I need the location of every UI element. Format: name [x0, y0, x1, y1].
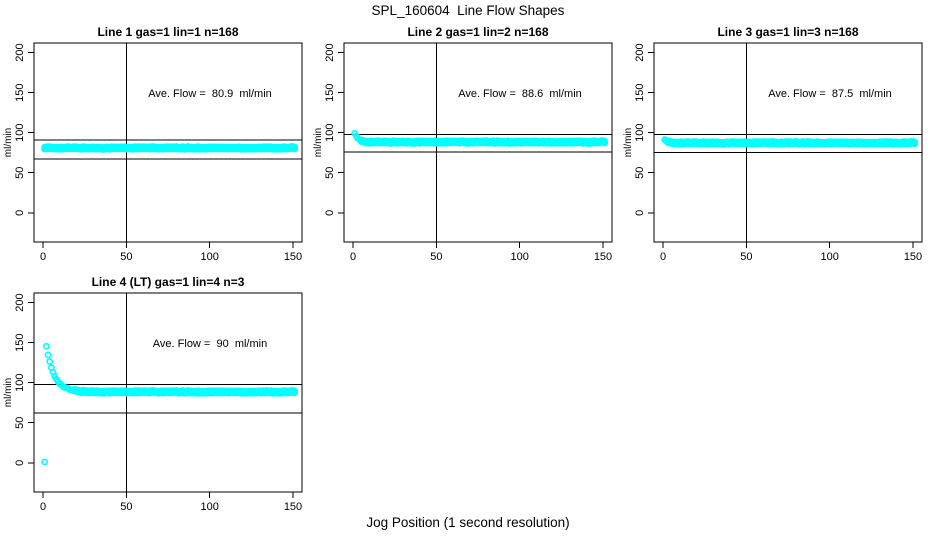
data-point — [46, 358, 54, 366]
y-axis-unit-label: ml/min — [3, 378, 14, 407]
y-tick-label: 50 — [14, 417, 26, 429]
x-tick-label: 0 — [40, 251, 46, 263]
panel-1-annotation: Ave. Flow = 80.9 ml/min — [148, 88, 272, 100]
x-tick-label: 50 — [430, 251, 442, 263]
y-axis-unit-label: ml/min — [313, 128, 324, 157]
x-tick-label: 50 — [120, 501, 132, 513]
panel-4-title: Line 4 (LT) gas=1 lin=4 n=3 — [91, 275, 245, 289]
y-tick-label: 150 — [324, 83, 336, 101]
data-points — [661, 136, 919, 148]
x-tick-label: 100 — [510, 251, 528, 263]
plot-box — [33, 292, 303, 493]
data-points — [351, 129, 609, 147]
data-point — [291, 143, 299, 151]
y-tick-label: 100 — [634, 124, 646, 142]
y-tick-label: 100 — [324, 124, 336, 142]
plot-box — [33, 42, 303, 243]
panel-2-annotation: Ave. Flow = 88.6 ml/min — [458, 88, 582, 100]
y-tick-label: 200 — [324, 43, 336, 61]
y-tick-label: 200 — [14, 43, 26, 61]
data-point — [291, 387, 299, 395]
x-tick-label: 100 — [200, 501, 218, 513]
data-point — [601, 137, 609, 145]
x-tick-label: 0 — [350, 251, 356, 263]
x-tick-label: 0 — [40, 501, 46, 513]
y-axis-unit-label: ml/min — [3, 128, 14, 157]
x-tick-label: 150 — [904, 251, 922, 263]
panel-3-annotation: Ave. Flow = 87.5 ml/min — [768, 88, 892, 100]
x-tick-label: 150 — [284, 501, 302, 513]
data-point — [41, 458, 49, 466]
y-tick-label: 100 — [14, 374, 26, 392]
y-tick-label: 0 — [634, 210, 646, 216]
panel-4-annotation: Ave. Flow = 90 ml/min — [152, 338, 268, 350]
panel-2-title: Line 2 gas=1 lin=2 n=168 — [407, 25, 549, 39]
data-point — [911, 138, 919, 146]
plot-box — [343, 42, 613, 243]
x-tick-label: 150 — [284, 251, 302, 263]
x-tick-label: 150 — [594, 251, 612, 263]
y-tick-label: 150 — [14, 83, 26, 101]
plot-box — [653, 42, 923, 243]
data-points — [41, 143, 299, 153]
y-tick-label: 150 — [14, 333, 26, 351]
panel-3-title: Line 3 gas=1 lin=3 n=168 — [717, 25, 859, 39]
page-title: SPL_160604 Line Flow Shapes — [371, 3, 565, 18]
x-axis-label: Jog Position (1 second resolution) — [366, 515, 570, 530]
data-points — [41, 342, 299, 466]
data-point — [42, 342, 50, 350]
y-tick-label: 0 — [14, 460, 26, 466]
panel-3: 0 50 100 150 0 50 100 150 200 ml/min — [623, 42, 923, 263]
y-tick-label: 50 — [14, 167, 26, 179]
data-point — [44, 351, 52, 359]
y-tick-label: 200 — [634, 43, 646, 61]
panel-1-title: Line 1 gas=1 lin=1 n=168 — [97, 25, 239, 39]
y-tick-label: 150 — [634, 83, 646, 101]
y-tick-label: 0 — [324, 210, 336, 216]
y-tick-label: 50 — [324, 167, 336, 179]
y-tick-label: 100 — [14, 124, 26, 142]
y-tick-label: 200 — [14, 293, 26, 311]
y-tick-label: 0 — [14, 210, 26, 216]
panel-4: 0 50 100 150 0 50 100 150 200 ml/min — [3, 292, 303, 513]
x-tick-label: 100 — [820, 251, 838, 263]
y-tick-label: 50 — [634, 167, 646, 179]
x-tick-label: 50 — [120, 251, 132, 263]
y-axis-unit-label: ml/min — [623, 128, 634, 157]
x-tick-label: 100 — [200, 251, 218, 263]
panel-1: 0 50 100 150 0 50 100 150 200 ml/min — [3, 42, 303, 263]
x-tick-label: 0 — [660, 251, 666, 263]
panel-2: 0 50 100 150 0 50 100 150 200 ml/min — [313, 42, 613, 263]
x-tick-label: 50 — [740, 251, 752, 263]
